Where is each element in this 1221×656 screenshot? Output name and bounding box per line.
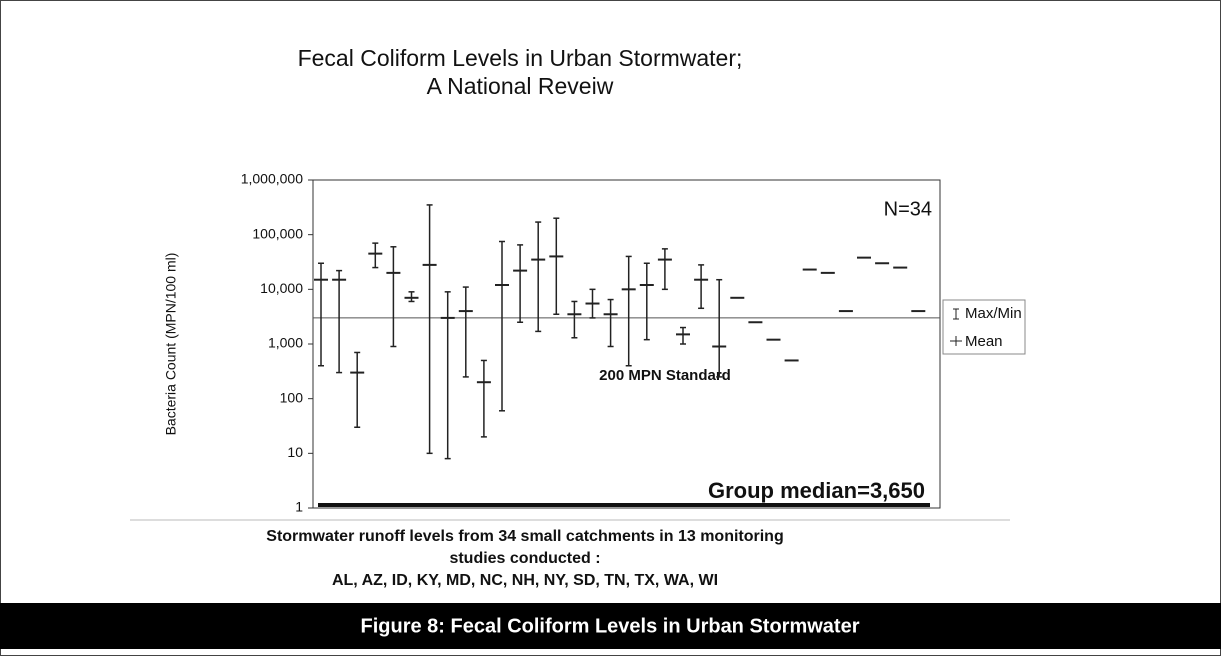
- figure-label: Figure 8: Fecal Coliform Levels in Urban…: [360, 615, 859, 637]
- y-tick-label: 100: [280, 389, 304, 405]
- caption: Stormwater runoff levels from 34 small c…: [266, 528, 783, 545]
- y-axis-label: Bacteria Count (MPN/100 ml): [163, 253, 179, 436]
- y-tick-label: 100,000: [252, 225, 303, 241]
- caption: AL, AZ, ID, KY, MD, NC, NH, NY, SD, TN, …: [332, 572, 718, 589]
- reference-label: 200 MPN Standard: [599, 367, 731, 384]
- chart-title: Fecal Coliform Levels in Urban Stormwate…: [298, 45, 743, 71]
- legend-label: Mean: [965, 333, 1003, 350]
- annotation: Group median=3,650: [708, 478, 925, 503]
- chart-title: A National Reveiw: [427, 73, 614, 99]
- y-tick-label: 1: [295, 499, 303, 515]
- y-tick-label: 1,000,000: [241, 171, 303, 187]
- y-tick-label: 1,000: [268, 335, 303, 351]
- annotation: N=34: [884, 198, 932, 220]
- y-tick-label: 10: [287, 444, 303, 460]
- legend-label: Max/Min: [965, 305, 1022, 322]
- caption: studies conducted :: [449, 550, 600, 567]
- y-tick-label: 10,000: [260, 280, 303, 296]
- figure-bar: [0, 603, 1221, 649]
- median-bar: [318, 503, 930, 507]
